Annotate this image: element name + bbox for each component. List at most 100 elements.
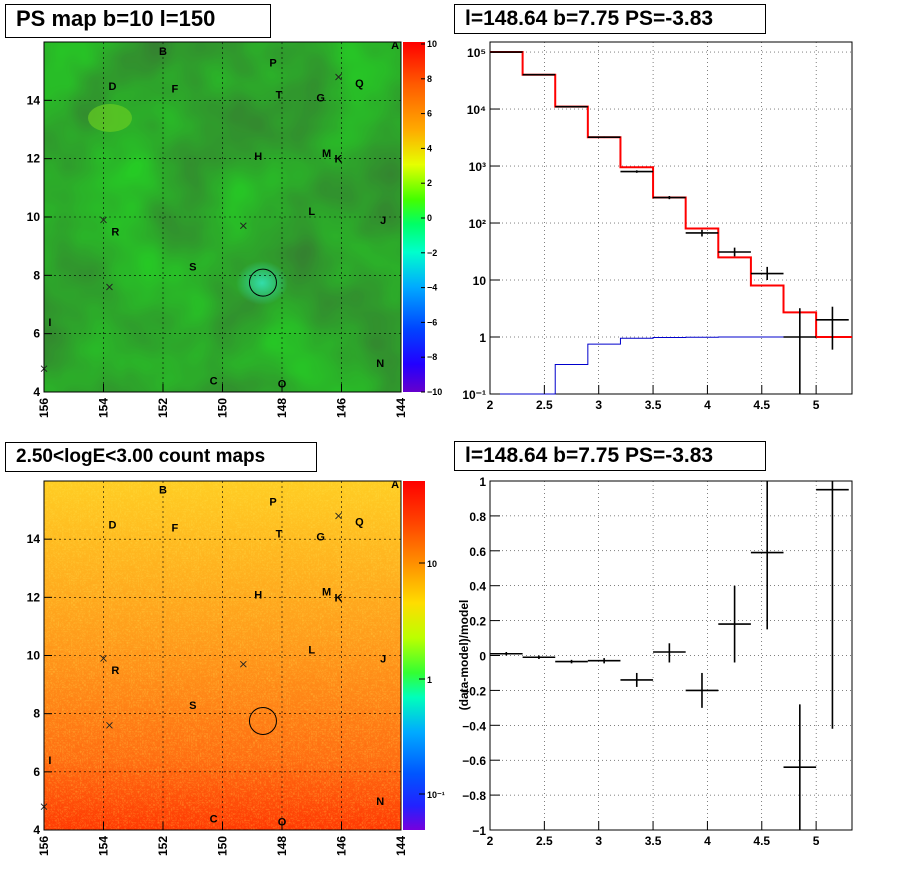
residual-title: l=148.64 b=7.75 PS=-3.83: [454, 441, 766, 471]
spectrum-title: l=148.64 b=7.75 PS=-3.83: [454, 4, 766, 34]
source-cross-marker: [106, 721, 113, 729]
y-tick-label: 6: [33, 327, 40, 341]
x-tick-label: 4.5: [753, 834, 770, 848]
residual-panel: 2 2.5 3 3.5 4 4.5 5 −1 −0.8 −0.6 −0.4 −0.2 0 0.2 0.4 0.…: [457, 475, 853, 848]
x-tick-label: 3.5: [645, 398, 662, 412]
colorbar-tick-label: −10: [427, 387, 442, 397]
colorbar-tick-label: 10: [427, 559, 437, 569]
y-tick-label: 0.6: [469, 545, 486, 559]
x-tick-label: 144: [394, 398, 408, 418]
y-tick-label: 1: [479, 331, 486, 345]
count-map-axes: 156 154 152 150 148 146 144 4 6 8 10 12 14 10 1 10⁻¹: [27, 532, 445, 856]
y-tick-label: −1: [472, 824, 486, 838]
y-tick-label: 0.8: [469, 510, 486, 524]
source-label: J: [380, 215, 386, 227]
colorbar-tick-label: −4: [427, 283, 437, 293]
colorbar-tick-label: 0: [427, 213, 432, 223]
source-label: A: [391, 40, 399, 52]
source-label: S: [189, 700, 196, 712]
spectrum-grid: [490, 42, 852, 394]
x-tick-label: 154: [97, 398, 111, 418]
y-tick-label: 10⁻¹: [462, 388, 486, 402]
x-tick-label: 146: [335, 836, 349, 856]
y-tick-label: 12: [27, 152, 41, 166]
y-tick-label: 10: [27, 649, 41, 663]
y-tick-label: 0.4: [469, 580, 486, 594]
colorbar-tick-label: 8: [427, 74, 432, 84]
y-tick-label: −0.4: [462, 719, 486, 733]
x-tick-label: 2.5: [536, 834, 553, 848]
y-tick-label: 10³: [469, 160, 486, 174]
y-tick-label: −0.2: [462, 684, 486, 698]
source-label: Q: [355, 78, 364, 90]
y-tick-label: 14: [27, 532, 41, 546]
spectrum-background-model: [490, 336, 852, 395]
y-tick-label: 4: [33, 385, 40, 399]
x-tick-label: 5: [813, 398, 820, 412]
residual-data: [490, 481, 849, 830]
colorbar-tick-label: 10⁻¹: [427, 790, 445, 800]
x-tick-label: 3: [595, 398, 602, 412]
x-tick-label: 154: [97, 836, 111, 856]
source-label: B: [159, 46, 167, 58]
ps-map-dim-region: [236, 261, 288, 305]
x-tick-label: 3: [595, 834, 602, 848]
source-label: K: [335, 592, 343, 604]
count-map-colorbar: [403, 481, 425, 830]
residual-grid: [490, 481, 852, 830]
y-tick-label: 14: [27, 93, 41, 107]
x-tick-label: 156: [37, 398, 51, 418]
source-label: R: [111, 665, 119, 677]
source-cross-marker: [240, 660, 247, 668]
source-label: M: [322, 587, 331, 599]
x-tick-label: 152: [156, 836, 170, 856]
source-label: K: [335, 154, 343, 166]
source-label: Q: [355, 517, 364, 529]
ps-map-colorbar: [403, 42, 425, 392]
ps-map-axes: 156 154 152 150 148 146 144 4 6 8 10 12 14 10 8 6 4 2 0 −2 −…: [27, 39, 443, 418]
x-tick-label: 144: [394, 836, 408, 856]
source-label: S: [189, 262, 196, 274]
source-cross-marker: [335, 73, 342, 81]
spectrum-data: [490, 51, 849, 394]
source-cross-marker: [100, 655, 107, 662]
source-label: D: [108, 520, 116, 532]
y-tick-label: 0.2: [469, 615, 486, 629]
source-label: I: [48, 755, 51, 767]
source-label: H: [254, 151, 262, 163]
x-tick-label: 156: [37, 836, 51, 856]
count-map-grid: [44, 481, 401, 830]
spectrum-panel: 2 2.5 3 3.5 4 4.5 5 10⁻¹ 1 10 10² 10³ 10⁴ 10⁵: [462, 41, 853, 412]
source-label: P: [269, 57, 276, 69]
source-label: C: [210, 813, 218, 825]
source-label: A: [391, 479, 399, 491]
source-cross-marker: [100, 216, 107, 224]
y-tick-label: 10⁵: [467, 46, 486, 60]
source-label: G: [316, 92, 325, 104]
source-label: P: [269, 496, 276, 508]
colorbar-tick-label: 4: [427, 143, 432, 153]
y-tick-label: −0.6: [462, 754, 486, 768]
colorbar-tick-label: 2: [427, 178, 432, 188]
target-source-circle: [248, 706, 277, 735]
ps-map-title: PS map b=10 l=150: [5, 4, 271, 38]
y-tick-label: 10⁴: [467, 103, 486, 117]
source-label: N: [376, 796, 384, 808]
x-tick-label: 4: [704, 398, 711, 412]
x-tick-label: 5: [813, 834, 820, 848]
residual-axes: 2 2.5 3 3.5 4 4.5 5 −1 −0.8 −0.6 −0.4 −0.2 0 0.2 0.4 0.…: [462, 475, 819, 848]
x-tick-label: 152: [156, 398, 170, 418]
source-cross-marker: [106, 283, 113, 291]
x-tick-label: 2: [487, 398, 494, 412]
source-label: B: [159, 485, 167, 497]
spectrum-axes: 2 2.5 3 3.5 4 4.5 5 10⁻¹ 1 10 10² 10³ 10⁴ 10⁵: [462, 46, 819, 412]
y-tick-label: −0.8: [462, 789, 486, 803]
source-label: I: [48, 317, 51, 329]
source-label: T: [276, 90, 283, 102]
background-model-line: [490, 336, 852, 395]
source-cross-marker: [335, 512, 342, 520]
colorbar-tick-label: −2: [427, 248, 437, 258]
